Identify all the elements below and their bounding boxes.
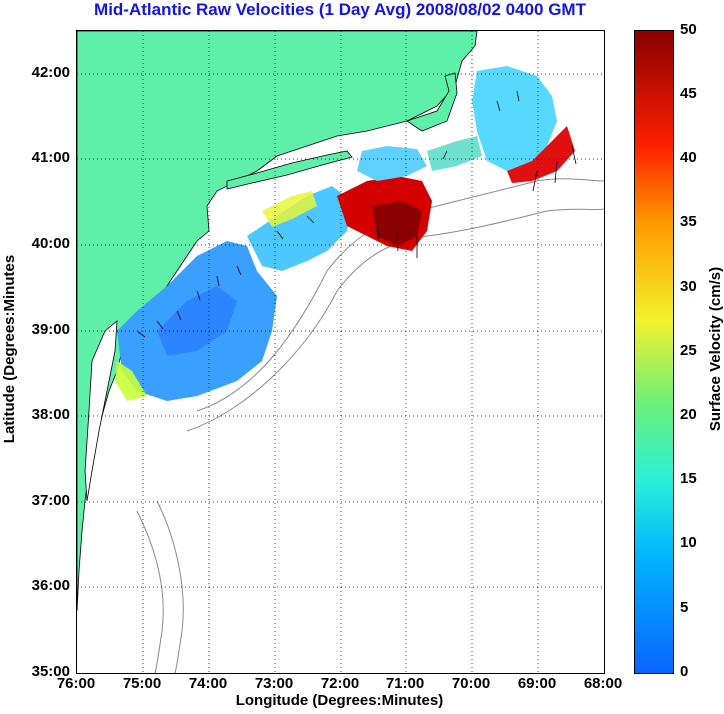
colorbar-label: Surface Velocity (cm/s) — [707, 266, 724, 432]
lon-tick: 68:00 — [583, 675, 623, 692]
vector-arrow — [196, 290, 201, 301]
lat-tick: 40:00 — [31, 235, 70, 252]
lat-tick: 42:00 — [31, 64, 70, 81]
vector-arrow — [571, 145, 577, 165]
velocity-patch-georges — [472, 66, 557, 171]
lon-tick: 76:00 — [56, 675, 96, 692]
vector-arrow — [516, 90, 520, 102]
velocity-patch-central-edge — [262, 191, 317, 227]
vector-arrow — [496, 100, 501, 112]
velocity-patch-georges-edge — [507, 126, 575, 183]
lat-tick: 36:00 — [31, 577, 70, 594]
velocity-vectors — [136, 90, 577, 338]
velocity-patch-hudson-north — [357, 146, 427, 181]
colorbar-tick: 40 — [680, 149, 697, 166]
lon-tick: 75:00 — [122, 675, 162, 692]
map-title: Mid-Atlantic Raw Velocities (1 Day Avg) … — [94, 0, 586, 19]
lat-tick: 38:00 — [31, 406, 70, 423]
colorbar — [634, 30, 674, 674]
y-axis-label: Latitude (Degrees:Minutes — [1, 254, 18, 444]
chesapeake-bay — [84, 320, 118, 502]
isobath-contour — [136, 510, 164, 673]
map-canvas — [77, 31, 604, 673]
vector-arrow — [396, 230, 399, 252]
long-island — [226, 150, 353, 190]
lon-tick: 69:00 — [517, 675, 557, 692]
lon-tick: 71:00 — [385, 675, 425, 692]
colorbar-tick: 5 — [680, 599, 689, 616]
colorbar-tick: 0 — [680, 663, 689, 680]
vector-arrow — [136, 330, 146, 338]
velocity-patch-central — [247, 186, 352, 271]
lat-tick: 35:00 — [31, 663, 70, 680]
vector-arrow — [554, 160, 558, 184]
colorbar-gradient — [635, 31, 673, 673]
vector-arrow — [306, 215, 315, 224]
vector-arrow — [176, 310, 182, 321]
colorbar-tick: 35 — [680, 213, 697, 230]
velocity-patch-hudson-core — [372, 201, 422, 246]
lon-tick: 74:00 — [188, 675, 228, 692]
velocity-map — [76, 30, 605, 674]
vector-arrow — [376, 220, 380, 240]
lon-tick: 70:00 — [451, 675, 491, 692]
velocity-patch-edge — [115, 361, 147, 401]
lon-tick: 72:00 — [320, 675, 360, 692]
lat-tick: 39:00 — [31, 321, 70, 338]
velocity-patch-southern-inner — [157, 286, 237, 356]
lat-tick: 41:00 — [31, 149, 70, 166]
vector-arrow — [532, 170, 538, 192]
velocity-patch-link — [427, 136, 482, 171]
vector-arrow — [156, 320, 164, 330]
colorbar-tick: 45 — [680, 85, 697, 102]
colorbar-tick: 10 — [680, 534, 697, 551]
vector-arrow — [442, 150, 448, 160]
colorbar-tick: 25 — [680, 342, 697, 359]
x-axis-label: Longitude (Degrees:Minutes) — [235, 692, 444, 709]
velocity-field — [115, 66, 575, 401]
isobath-contour — [156, 500, 184, 673]
colorbar-tick: 30 — [680, 278, 697, 295]
lat-tick: 37:00 — [31, 492, 70, 509]
vector-arrow — [236, 265, 242, 276]
colorbar-tick: 50 — [680, 21, 697, 38]
cape-cod — [406, 72, 458, 132]
vector-arrow — [276, 230, 284, 240]
vector-arrow — [216, 275, 220, 287]
colorbar-tick: 15 — [680, 470, 697, 487]
colorbar-tick: 20 — [680, 406, 697, 423]
lon-tick: 73:00 — [254, 675, 294, 692]
